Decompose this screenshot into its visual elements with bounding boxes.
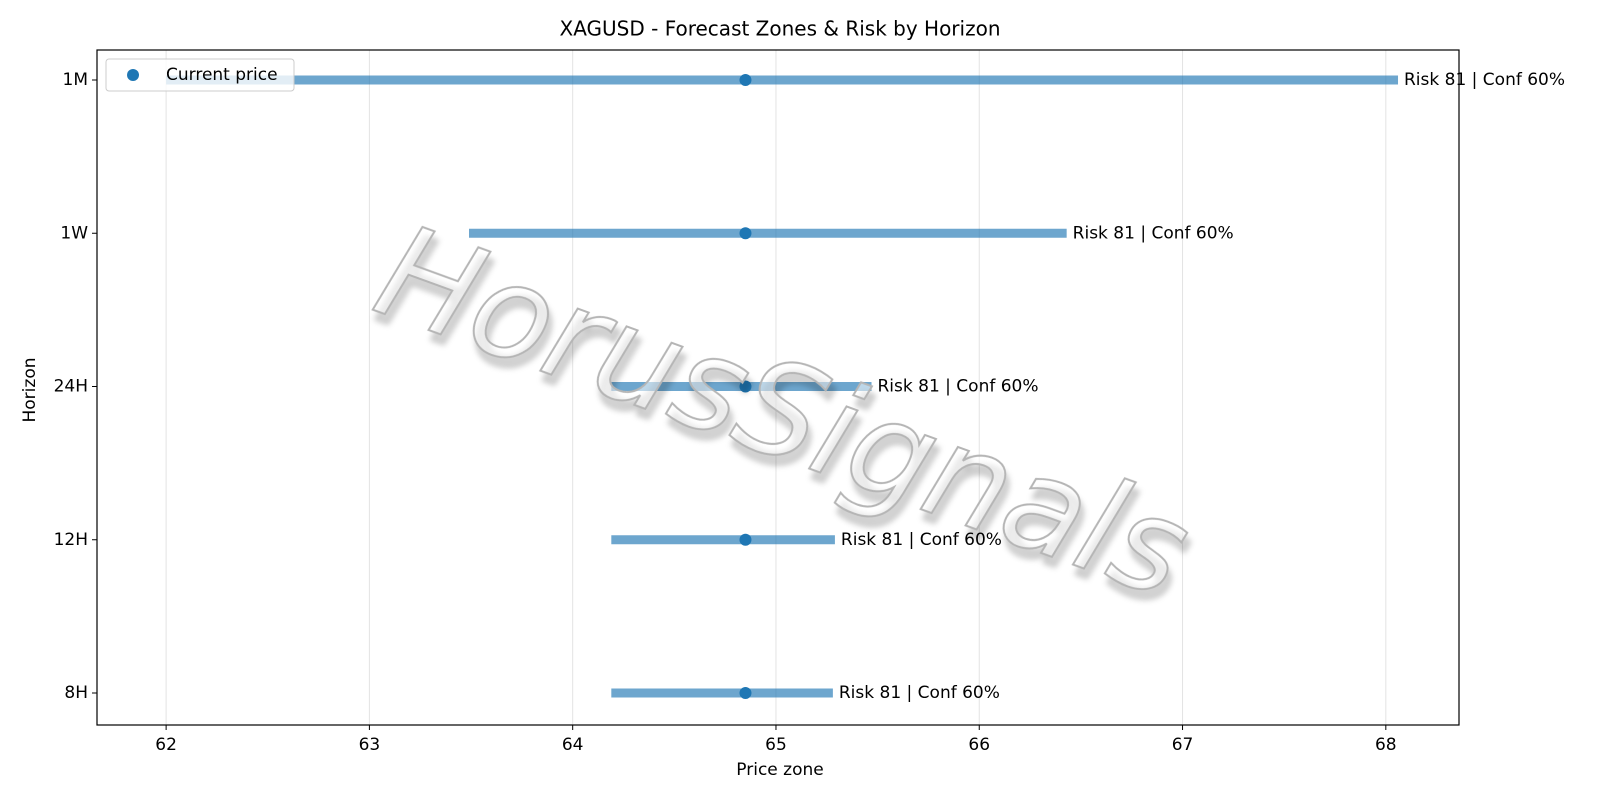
x-tick-label: 64 [562, 735, 584, 755]
annotation: Risk 81 | Conf 60% [878, 377, 1039, 397]
x-tick-label: 63 [359, 735, 381, 755]
x-tick-label: 66 [968, 735, 990, 755]
annotation: Risk 81 | Conf 60% [841, 530, 1002, 550]
y-tick-label: 1M [63, 70, 88, 90]
legend-label: Current price [166, 65, 278, 85]
current-price-point [739, 687, 752, 699]
axes-frame [96, 49, 1460, 726]
legend-marker [127, 69, 139, 81]
annotation: Risk 81 | Conf 60% [1073, 223, 1234, 243]
x-tick-label: 67 [1172, 735, 1194, 755]
x-axis-label: Price zone [736, 760, 823, 780]
current-price-point [739, 227, 752, 240]
x-tick-label: 65 [765, 735, 787, 755]
x-tick-label: 62 [155, 735, 177, 755]
chart-title: XAGUSD - Forecast Zones & Risk by Horizo… [560, 17, 1001, 41]
legend-box [105, 58, 295, 92]
y-axis-label: Horizon [20, 358, 40, 423]
annotation: Risk 81 | Conf 60% [1404, 70, 1565, 90]
annotation: Risk 81 | Conf 60% [839, 683, 1000, 703]
current-price-point [739, 74, 752, 86]
y-tick-label: 8H [64, 683, 88, 703]
plot-area: Risk 81 | Conf 60% Risk 81 | Conf 60% Risk… [166, 70, 1565, 703]
current-price-point [739, 380, 752, 393]
x-tick-label: 68 [1375, 735, 1397, 755]
y-tick-label: 12H [54, 530, 88, 550]
grid: 62 63 64 65 66 67 68 8H 12H 24H 1W 1M [54, 50, 1397, 755]
legend: Current price [105, 58, 295, 92]
y-tick-label: 1W [60, 223, 88, 243]
y-tick-label: 24H [54, 377, 88, 397]
current-price-point [739, 533, 752, 546]
